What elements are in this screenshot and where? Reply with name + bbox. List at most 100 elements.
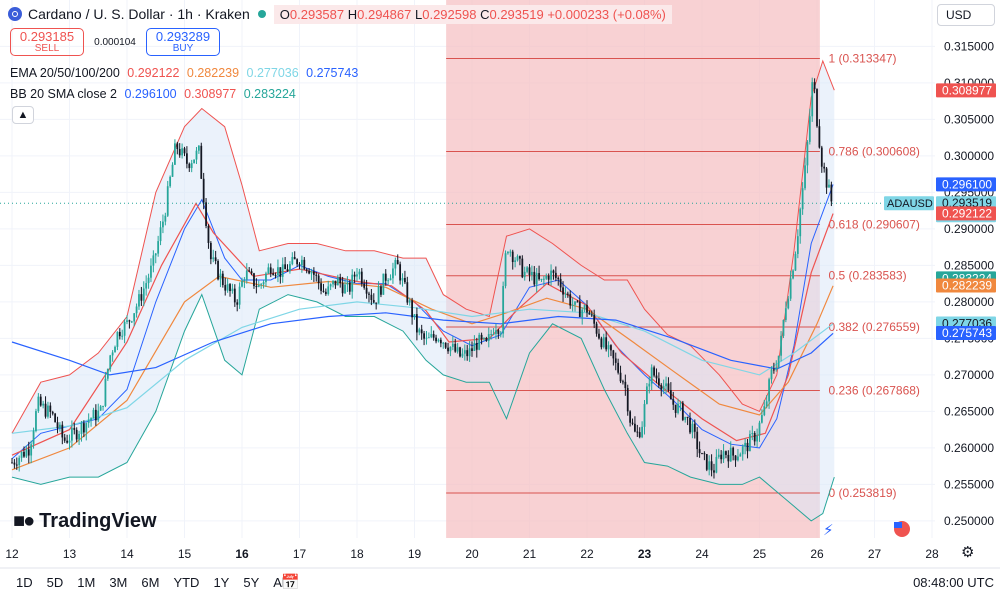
candle-body [626, 388, 629, 412]
buy-price: 0.293289 [155, 28, 211, 44]
candle-body [212, 257, 215, 260]
candle-body [289, 264, 291, 272]
range-1m[interactable]: 1M [77, 575, 96, 590]
price-tag: 0.292122 [936, 206, 996, 221]
candle-body [722, 451, 725, 460]
candle-body [461, 353, 464, 357]
candle-body [557, 277, 560, 279]
candle-body [195, 150, 198, 160]
candle-body [236, 302, 239, 305]
candles [11, 77, 833, 479]
range-6m[interactable]: 6M [141, 575, 160, 590]
candle-body [679, 402, 682, 404]
utc-clock[interactable]: 08:48:00 UTC [913, 575, 994, 590]
candle-body [595, 323, 598, 334]
x-tick-label: 16 [235, 547, 249, 561]
candle-body [123, 321, 126, 336]
price-tag-value: 0.292122 [942, 206, 992, 220]
candle-body [35, 411, 37, 431]
y-tick-label: 0.255000 [944, 477, 994, 491]
candle-body [152, 255, 155, 266]
candle-body [473, 342, 476, 351]
range-1y[interactable]: 1Y [213, 575, 230, 590]
range-5y[interactable]: 5Y [243, 575, 260, 590]
candle-body [18, 457, 21, 466]
candle-body [229, 284, 231, 292]
candle-body [269, 267, 272, 274]
candle-body [106, 368, 109, 379]
range-3m[interactable]: 3M [109, 575, 128, 590]
candle-body [70, 427, 73, 441]
candle-body [622, 381, 624, 383]
symbol-tag-background [884, 196, 934, 211]
sell-button[interactable]: 0.293185 SELL [10, 28, 84, 56]
symbol-title[interactable]: Cardano / U. S. Dollar · 1h · Kraken [28, 6, 250, 22]
candle-body [181, 148, 184, 156]
tradingview-brand: ■● TradingView [13, 510, 157, 533]
candle-body [298, 264, 301, 266]
candle-body [250, 271, 253, 274]
candle-body [689, 417, 691, 433]
y-tick-label: 0.290000 [944, 222, 994, 236]
candle-body [490, 333, 493, 335]
candle-body [49, 405, 52, 412]
candle-body [284, 264, 287, 270]
candle-body [351, 274, 354, 292]
candle-body [667, 383, 670, 391]
candle-body [478, 334, 481, 350]
candle-body [209, 242, 212, 260]
candle-body [142, 288, 145, 301]
candle-body [257, 284, 260, 287]
candle-body [528, 267, 531, 275]
candle-body [202, 178, 205, 203]
bb-lower-line [11, 293, 835, 522]
buy-button[interactable]: 0.293289 BUY [146, 28, 220, 56]
currency-label: USD [946, 8, 972, 22]
candle-body [475, 342, 478, 350]
x-tick-label: 20 [465, 547, 479, 561]
currency-select[interactable]: USD [937, 4, 995, 26]
range-all[interactable]: All [273, 575, 288, 590]
candle-body [394, 260, 397, 269]
candle-body [183, 148, 186, 154]
candle-body [339, 277, 342, 284]
fib-level-label: 0.5 (0.283583) [829, 269, 907, 283]
candle-body [63, 437, 66, 441]
candle-body [825, 168, 828, 188]
candle-body [701, 453, 703, 455]
x-tick-label: 17 [293, 547, 307, 561]
candle-body [796, 236, 799, 254]
candle-body [130, 321, 133, 323]
candle-body [495, 330, 497, 334]
candle-body [542, 278, 545, 280]
price-tag-background [936, 278, 996, 293]
candle-body [732, 447, 735, 456]
bb-legend[interactable]: BB 20 SMA close 2 0.296100 0.308977 0.28… [10, 87, 300, 101]
candle-body [487, 334, 490, 341]
candle-body [197, 145, 200, 151]
gear-icon[interactable]: ⚙ [961, 544, 975, 561]
candle-body [344, 284, 346, 294]
candle-body [221, 273, 224, 286]
candle-body [562, 287, 564, 295]
candle-body [451, 343, 454, 347]
candle-body [638, 432, 641, 438]
candle-body [696, 431, 699, 450]
candle-body [207, 225, 210, 243]
candle-body [82, 423, 85, 433]
candle-body [823, 166, 826, 169]
candle-body [413, 314, 416, 318]
x-tick-label: 24 [695, 547, 709, 561]
collapse-legend-button[interactable]: ▲ [12, 106, 34, 124]
range-5d[interactable]: 5D [46, 575, 64, 590]
candle-body [375, 302, 378, 304]
calendar-icon[interactable]: 📅 [281, 574, 300, 591]
candle-body [365, 287, 368, 294]
ema-legend[interactable]: EMA 20/50/100/200 0.292122 0.282239 0.27… [10, 66, 362, 80]
candle-body [792, 270, 794, 279]
candle-body [430, 334, 433, 338]
range-1d[interactable]: 1D [16, 575, 33, 590]
ema-line [11, 275, 834, 471]
range-ytd[interactable]: YTD [173, 575, 200, 590]
